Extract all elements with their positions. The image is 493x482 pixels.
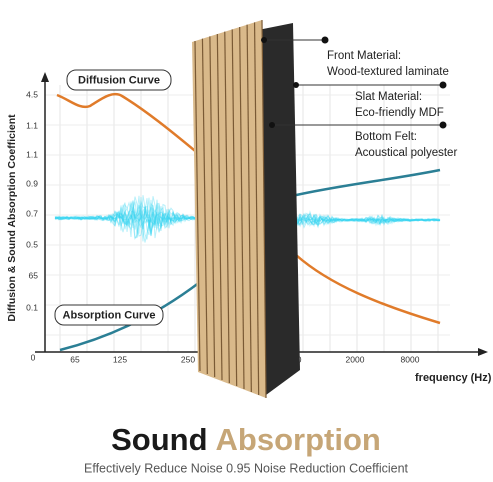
y-tick-label: 1.1	[26, 149, 38, 159]
callout-title: Bottom Felt:	[355, 131, 417, 143]
slat-groove	[201, 38, 208, 375]
noise-line	[289, 212, 441, 228]
slat-groove	[246, 24, 252, 393]
noise-line	[289, 213, 441, 227]
callout-dot	[269, 122, 275, 128]
absorption-curve-right	[291, 168, 441, 198]
slat-groove	[253, 22, 260, 396]
callout-text: Acoustical polyester	[355, 147, 457, 159]
noise-line	[54, 195, 196, 233]
slat-groove	[224, 31, 230, 384]
noise-line	[289, 212, 441, 226]
noise-line	[289, 215, 441, 229]
noise-line	[289, 213, 441, 226]
felt-layer	[258, 23, 300, 395]
y-tick-label: 0.9	[26, 178, 38, 188]
noise-line	[54, 202, 196, 241]
absorption-label: Absorption Curve	[63, 309, 156, 321]
title-dark: Sound	[111, 422, 207, 457]
callout-title: Front Material:	[327, 50, 401, 62]
callout-text: Wood-textured laminate	[327, 66, 449, 78]
noise-line	[289, 213, 441, 228]
y-axis-label: Diffusion & Sound Absorption Coefficient	[6, 114, 18, 322]
y-tick-label: 65	[29, 270, 39, 280]
x-tick-label: 2000	[346, 354, 365, 364]
noise-line	[289, 212, 441, 226]
diffusion-label-box	[66, 69, 172, 91]
callout-title: Slat Material:	[355, 91, 422, 103]
y-tick-label: 0.7	[26, 208, 38, 218]
slat-groove	[194, 40, 201, 372]
noise-line	[54, 201, 196, 242]
slat-groove	[209, 36, 216, 378]
slat-groove	[261, 19, 267, 399]
absorption-label-box	[54, 304, 164, 326]
x-arrow	[478, 348, 488, 356]
noise-band	[54, 195, 441, 243]
x-axis-label: frequency (Hz)	[415, 372, 492, 384]
noise-line	[289, 215, 441, 227]
noise-line	[289, 213, 441, 229]
diffusion-curve-right	[295, 254, 441, 325]
noise-line	[54, 205, 196, 235]
noise-line	[54, 201, 196, 237]
slat-groove	[239, 26, 245, 390]
x-tick-label: 125	[113, 354, 127, 364]
noise-line	[54, 196, 196, 243]
y-tick-label: 0.5	[26, 239, 38, 249]
y-tick-label: 4.5	[26, 89, 38, 99]
noise-line	[289, 214, 441, 227]
noise-line	[54, 196, 196, 234]
noise-line	[54, 195, 196, 229]
callout-dot	[261, 37, 267, 43]
y-arrow	[41, 72, 49, 82]
noise-line	[54, 198, 196, 232]
x-tick-label: 65	[70, 354, 80, 364]
origin-label: 0	[31, 352, 36, 362]
slat-groove	[216, 33, 223, 381]
noise-line	[289, 212, 441, 226]
callout-end	[439, 81, 447, 89]
x-tick-label: 250	[181, 354, 195, 364]
noise-line	[54, 203, 196, 236]
footer-title: Sound Absorption	[111, 422, 381, 457]
diffusion-curve-left	[56, 92, 201, 156]
callouts: Front Material: Wood-textured laminate Sla…	[261, 36, 457, 159]
noise-line	[55, 205, 196, 239]
noise-line	[289, 214, 441, 227]
noise-line	[54, 197, 196, 237]
slats	[194, 19, 267, 399]
footer-subtitle: Effectively Reduce Noise 0.95 Noise Redu…	[84, 461, 409, 475]
callout-end	[439, 121, 447, 129]
callout-dot	[293, 82, 299, 88]
y-tick-label: 1.1	[26, 120, 38, 130]
noise-line	[54, 196, 196, 233]
callout-text: Eco-friendly MDF	[355, 107, 444, 119]
diffusion-label: Diffusion Curve	[78, 74, 160, 86]
x-tick-label: 8000	[401, 354, 420, 364]
noise-line	[289, 210, 441, 226]
callout-end	[321, 36, 329, 44]
noise-line	[289, 214, 441, 228]
slat-groove	[231, 29, 238, 387]
y-tick-label: 0.1	[26, 302, 38, 312]
absorption-curve-left	[59, 281, 201, 352]
noise-line	[54, 199, 196, 238]
title-accent: Absorption	[216, 422, 381, 457]
